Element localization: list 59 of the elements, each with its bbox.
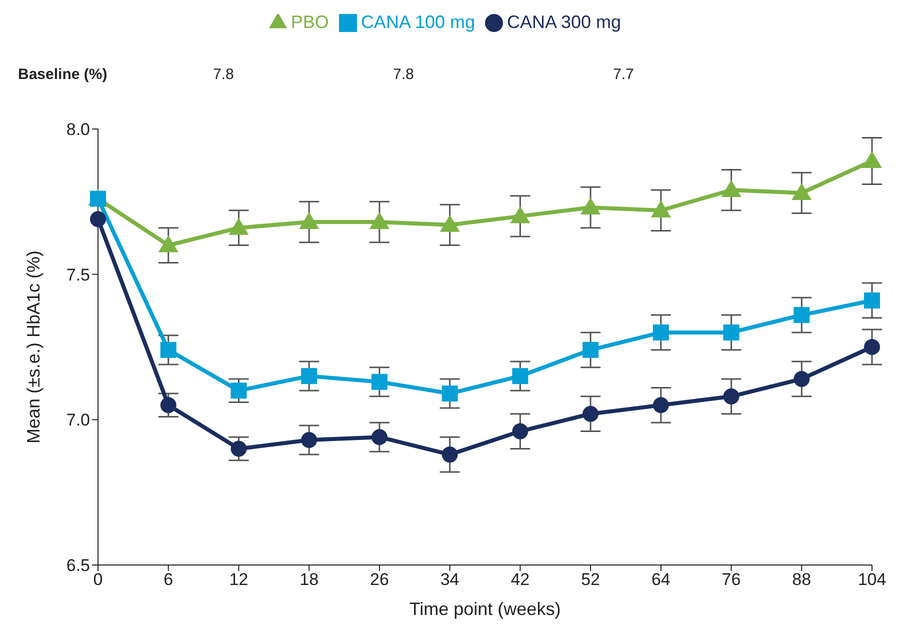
point: [442, 446, 458, 463]
x-tick-label: 18: [300, 570, 319, 590]
text: 7.8: [393, 66, 414, 83]
point: [510, 206, 530, 224]
point: [371, 374, 388, 390]
point: [723, 388, 740, 404]
legend-label: CANA 100 mg: [360, 12, 475, 32]
point: [230, 440, 247, 457]
point: [228, 218, 249, 235]
point: [721, 180, 742, 198]
point: [301, 432, 318, 448]
text: 7.7: [613, 66, 634, 83]
point: [794, 307, 810, 324]
point: [90, 211, 106, 228]
point: [442, 386, 458, 402]
point: [299, 212, 320, 230]
x-tick-label: 6: [164, 570, 174, 590]
text: Baseline (%): [18, 66, 108, 83]
y-tick-label: 7.5: [66, 265, 90, 284]
x-tick-label: 34: [440, 570, 460, 590]
point: [512, 423, 528, 440]
point: [580, 197, 601, 214]
y-axis-title: Mean (±s.e.) HbA1c (%): [23, 250, 44, 444]
x-tick-label: 88: [792, 570, 812, 590]
x-tick-label: 42: [510, 570, 530, 590]
legend-label: PBO: [290, 12, 329, 32]
point: [652, 324, 669, 340]
point: [371, 429, 388, 446]
x-tick-label: 0: [93, 570, 103, 590]
point: [582, 342, 599, 358]
point: [864, 339, 880, 355]
point: [440, 214, 460, 232]
point: [158, 235, 178, 252]
point: [160, 342, 176, 358]
point: [792, 182, 812, 200]
point: [230, 382, 247, 399]
text: 7.8: [213, 66, 234, 83]
point: [723, 324, 740, 340]
y-tick-label: 7.0: [66, 410, 90, 430]
point: [369, 212, 390, 230]
point: [160, 397, 176, 414]
x-axis-title: Time point (weeks): [409, 599, 561, 619]
point: [650, 200, 671, 218]
point: [862, 150, 882, 168]
x-tick-label: 26: [370, 570, 389, 590]
point: [864, 292, 880, 308]
x-tick-label: 12: [229, 570, 248, 590]
y-tick-label: 8.0: [66, 120, 90, 140]
point: [512, 368, 528, 384]
x-tick-label: 64: [651, 570, 670, 590]
x-tick-label: 52: [581, 570, 600, 590]
x-tick-label: 104: [858, 570, 886, 590]
point: [794, 370, 810, 387]
point: [301, 368, 318, 384]
x-tick-label: 76: [722, 570, 741, 590]
legend-label: CANA 300 mg: [507, 12, 622, 32]
point: [652, 397, 669, 414]
y-tick-label: 6.5: [66, 556, 90, 576]
point: [582, 406, 599, 422]
